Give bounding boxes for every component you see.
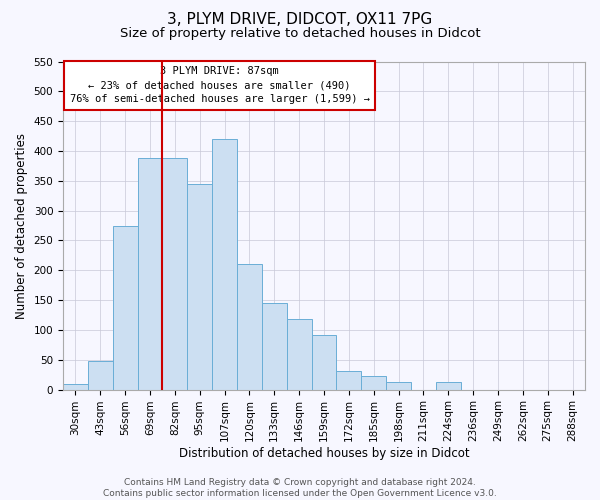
Bar [262, 303, 287, 390]
X-axis label: Distribution of detached houses by size in Didcot: Distribution of detached houses by size … [179, 447, 469, 460]
Y-axis label: Number of detached properties: Number of detached properties [15, 132, 28, 318]
Bar [337, 370, 361, 390]
Bar [137, 158, 163, 390]
Text: Size of property relative to detached houses in Didcot: Size of property relative to detached ho… [119, 28, 481, 40]
Bar [163, 158, 187, 390]
Bar [237, 264, 262, 390]
Bar [187, 184, 212, 390]
Bar [361, 376, 386, 390]
Bar [287, 319, 311, 390]
Bar [113, 226, 137, 390]
Bar [311, 334, 337, 390]
Bar [88, 361, 113, 390]
Text: 3, PLYM DRIVE, DIDCOT, OX11 7PG: 3, PLYM DRIVE, DIDCOT, OX11 7PG [167, 12, 433, 28]
Bar [386, 382, 411, 390]
Text: Contains HM Land Registry data © Crown copyright and database right 2024.
Contai: Contains HM Land Registry data © Crown c… [103, 478, 497, 498]
Bar [436, 382, 461, 390]
Bar [212, 139, 237, 390]
Text: 3 PLYM DRIVE: 87sqm
← 23% of detached houses are smaller (490)
76% of semi-detac: 3 PLYM DRIVE: 87sqm ← 23% of detached ho… [70, 66, 370, 104]
Bar [63, 384, 88, 390]
